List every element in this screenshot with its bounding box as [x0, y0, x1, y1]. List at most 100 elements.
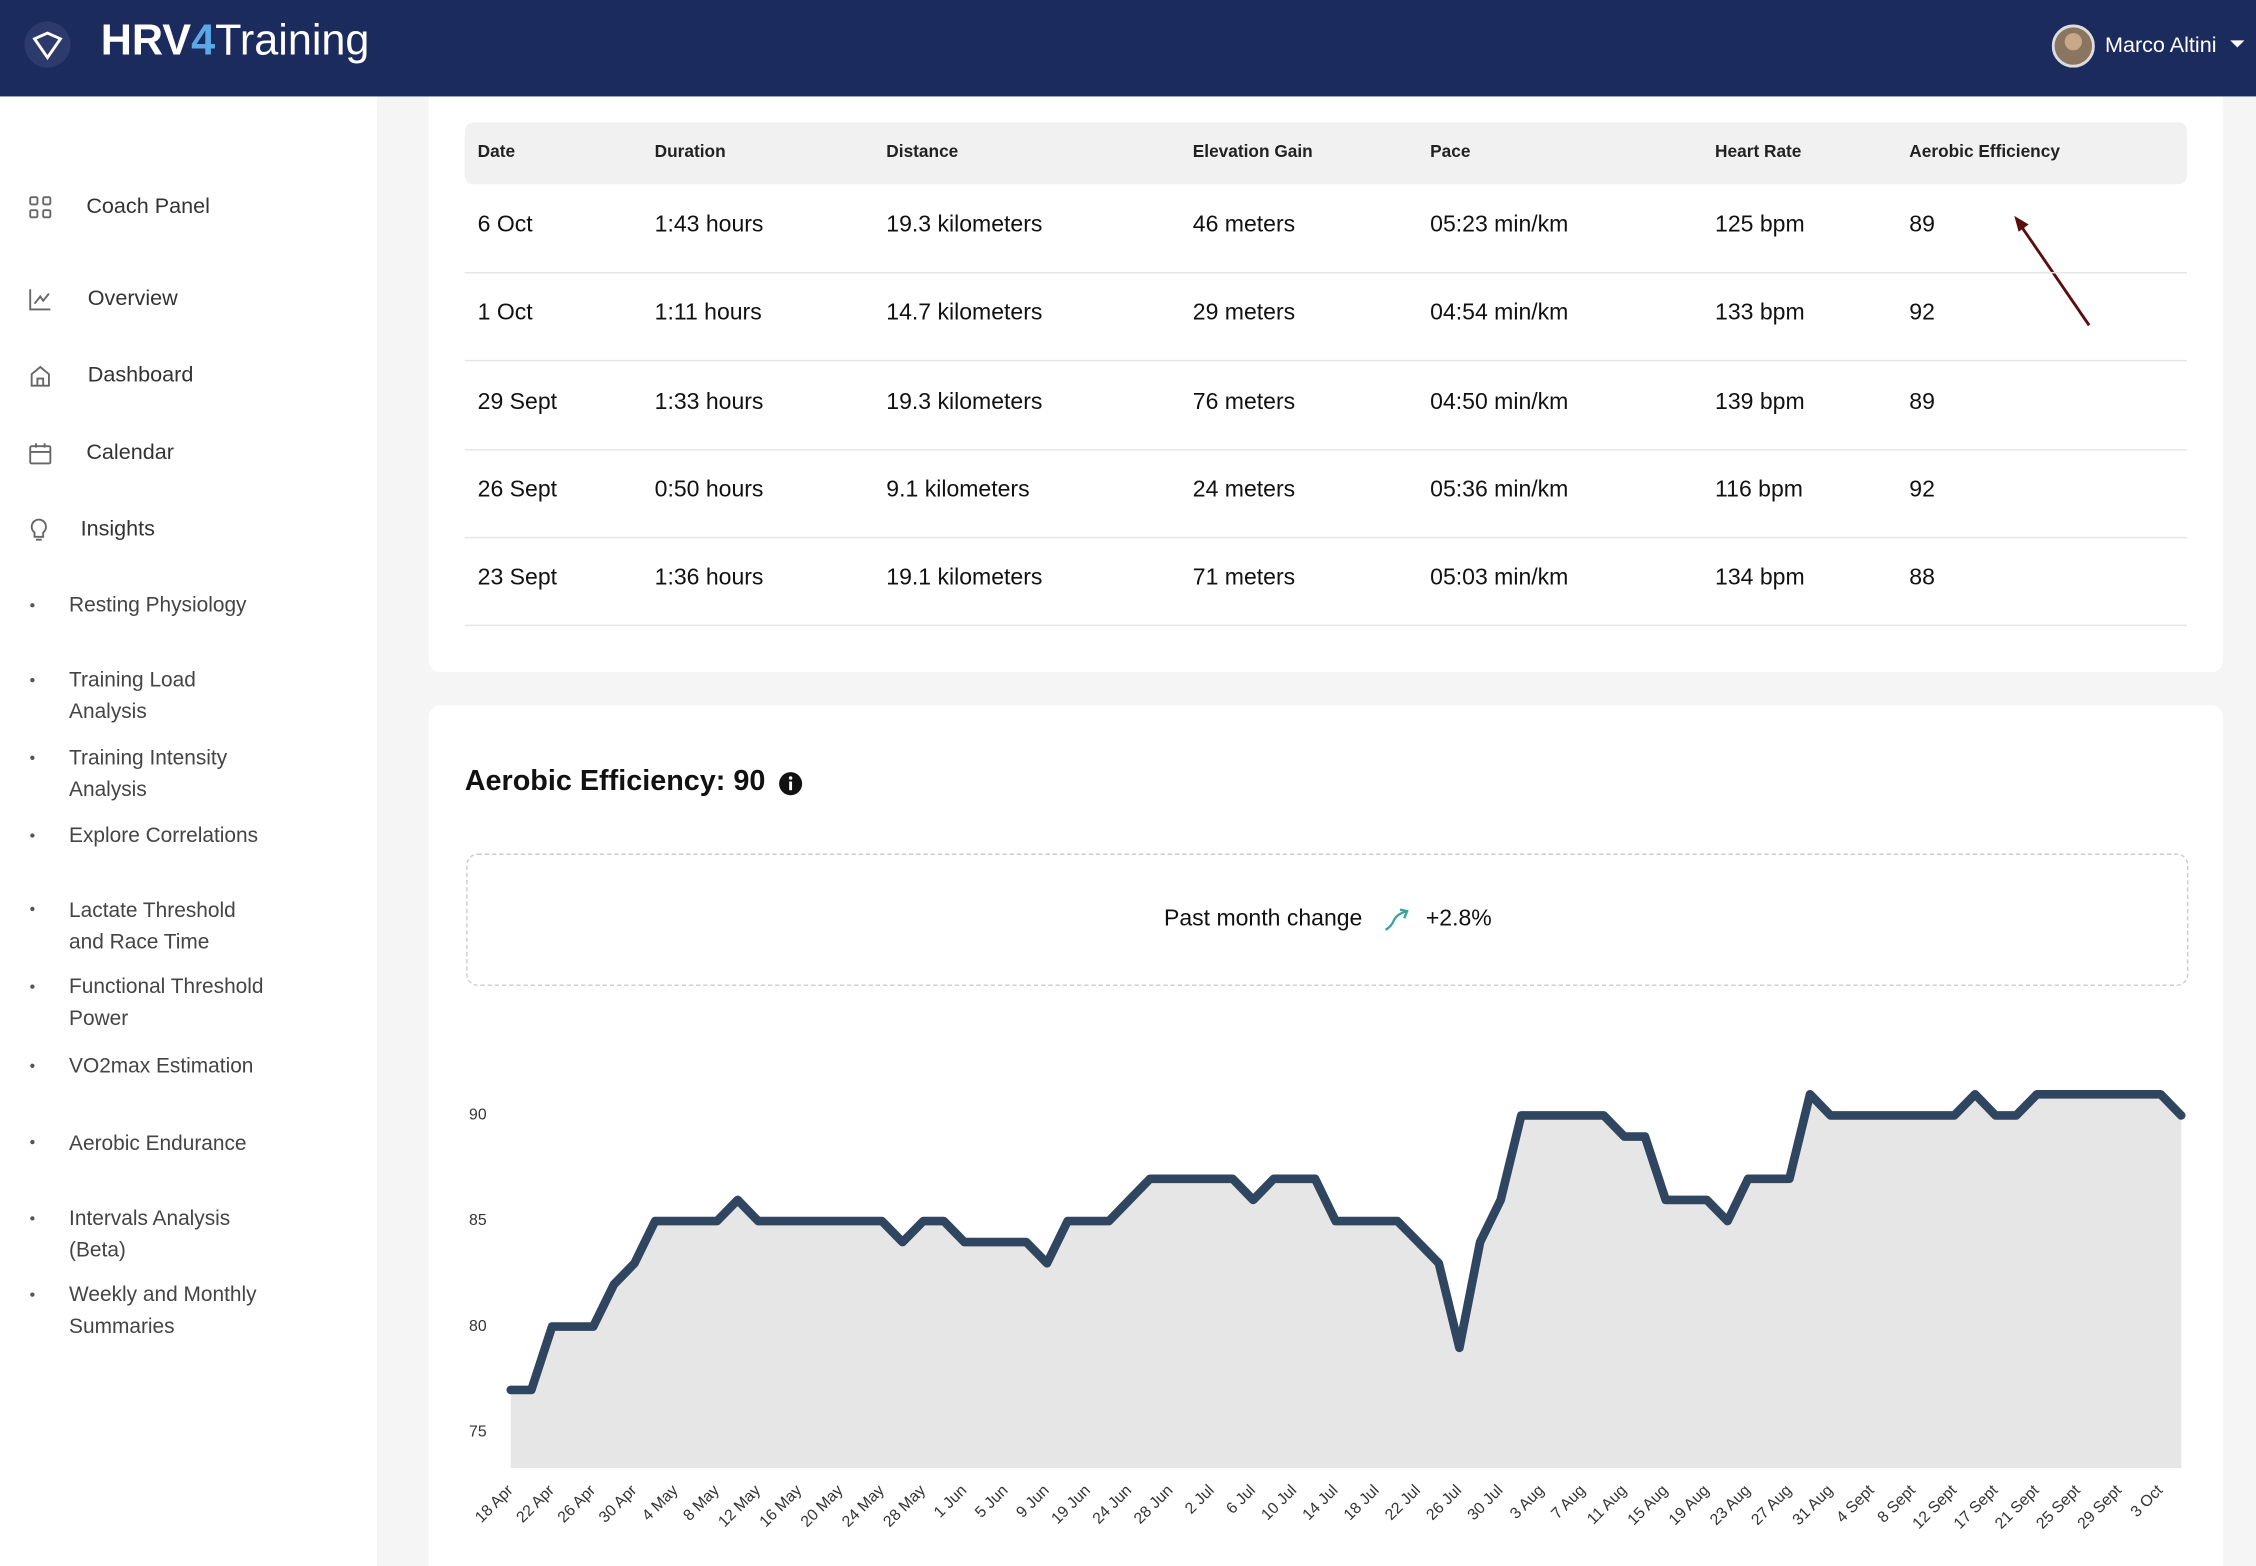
x-tick-label: 15 Aug: [1625, 1482, 1672, 1529]
table-cell: 1:33 hours: [654, 389, 764, 414]
y-tick-label: 85: [469, 1212, 487, 1229]
change-value: +2.8%: [1425, 906, 1492, 932]
icon: [30, 518, 47, 541]
x-tick-label: 27 Aug: [1748, 1482, 1795, 1529]
bullet: [30, 1216, 35, 1221]
table-cell: 9.1 kilometers: [886, 477, 1030, 503]
logo: [24, 21, 71, 68]
x-tick-label: 26 Jul: [1423, 1482, 1465, 1524]
column-header: Pace: [1430, 141, 1471, 162]
column-header: Elevation Gain: [1192, 141, 1313, 162]
table-cell: 24 meters: [1192, 477, 1296, 503]
x-tick-label: 12 May: [715, 1482, 764, 1531]
table-cell: 29 meters: [1192, 301, 1296, 326]
x-tick-label: 16 May: [757, 1482, 806, 1531]
x-tick-label: 11 Aug: [1584, 1482, 1630, 1528]
table-cell: 76 meters: [1192, 389, 1296, 414]
bullet: [30, 984, 35, 989]
nav-item[interactable]: Overview: [87, 286, 178, 311]
brand-part: Training: [215, 17, 370, 65]
y-tick-label: 80: [469, 1318, 487, 1335]
table-cell: 05:36 min/km: [1430, 477, 1569, 503]
row-separator: [464, 360, 2187, 362]
x-tick-label: 4 May: [639, 1482, 682, 1525]
nav-subitem[interactable]: Resting Physiology: [69, 594, 247, 618]
nav-subitem[interactable]: VO2max Estimation: [69, 1055, 254, 1079]
nav-subitem[interactable]: Training Intensity Analysis: [69, 746, 228, 802]
brand: HRV4Training: [101, 17, 370, 66]
x-tick-label: 14 Jul: [1300, 1482, 1342, 1524]
x-tick-label: 19 Jun: [1048, 1482, 1094, 1528]
table-cell: 139 bpm: [1715, 389, 1805, 414]
x-tick-label: 18 Apr: [472, 1482, 516, 1526]
avatar[interactable]: [2051, 24, 2095, 68]
icon: [29, 196, 52, 219]
x-tick-label: 30 Jul: [1465, 1482, 1507, 1524]
bullet: [30, 833, 35, 838]
x-tick-label: 26 Apr: [555, 1482, 599, 1526]
table-cell: 19.3 kilometers: [886, 213, 1043, 238]
x-tick-label: 1 Jun: [931, 1482, 970, 1521]
icon: [29, 289, 51, 311]
column-header: Heart Rate: [1715, 141, 1802, 162]
table-cell: 71 meters: [1192, 565, 1296, 591]
nav-subitem[interactable]: Explore Correlations: [69, 824, 259, 848]
nav-subitem[interactable]: Aerobic Endurance: [69, 1132, 247, 1156]
nav-subitem[interactable]: Training Load Analysis: [69, 669, 196, 724]
table-cell: 1:36 hours: [654, 565, 764, 591]
brand-part: HRV: [100, 17, 192, 65]
table-cell: 23 Sept: [477, 565, 558, 591]
brand-part: 4: [191, 17, 216, 65]
change-box: [466, 853, 2189, 986]
bullet: [30, 755, 35, 760]
table-header: [464, 122, 2187, 185]
nav-item[interactable]: Calendar: [86, 440, 174, 465]
nav-item[interactable]: Insights: [80, 516, 155, 542]
x-tick-label: 3 Oct: [2128, 1482, 2167, 1521]
table-cell: 1 Oct: [477, 301, 533, 326]
row-separator: [464, 272, 2187, 274]
table-cell: 116 bpm: [1715, 477, 1803, 503]
sidebar: Coach Panel Overview Dashboard Calendar …: [0, 96, 377, 1566]
chart-title: Aerobic Efficiency: 90: [464, 765, 766, 798]
x-tick-label: 22 Apr: [513, 1482, 557, 1526]
table-cell: 1:11 hours: [654, 301, 762, 326]
column-header: Date: [477, 141, 516, 162]
row-separator: [464, 448, 2187, 450]
x-tick-label: 5 Jun: [972, 1482, 1011, 1521]
table-cell: 125 bpm: [1715, 213, 1805, 238]
nav-item[interactable]: Dashboard: [87, 362, 194, 388]
table-cell: 89: [1909, 389, 1935, 414]
y-tick-label: 75: [469, 1423, 487, 1440]
table-cell: 1:43 hours: [654, 213, 764, 238]
area: [510, 1094, 2182, 1469]
x-tick-label: 23 Aug: [1707, 1482, 1754, 1529]
y-tick-label: 90: [469, 1107, 487, 1124]
nav-subitem[interactable]: Weekly and Monthly Summaries: [69, 1283, 257, 1339]
nav-subitem[interactable]: Functional Threshold Power: [69, 975, 264, 1031]
table-cell: 19.3 kilometers: [886, 389, 1043, 414]
bullet: [30, 603, 35, 608]
table-cell: 134 bpm: [1715, 565, 1805, 591]
caret: [2230, 40, 2245, 48]
table-cell: 92: [1909, 301, 1935, 326]
row-separator: [464, 624, 2187, 627]
nav-subitem[interactable]: Intervals Analysis (Beta): [69, 1207, 231, 1263]
table-cell: 0:50 hours: [654, 477, 764, 503]
row-separator: [464, 536, 2187, 539]
x-tick-label: 24 Jun: [1090, 1482, 1136, 1528]
x-tick-label: 29 Sept: [2075, 1482, 2126, 1533]
nav-subitem[interactable]: Lactate Threshold and Race Time: [69, 899, 236, 955]
x-tick-label: 12 Sept: [1910, 1482, 1961, 1533]
table-cell: 04:50 min/km: [1430, 389, 1569, 414]
user-name[interactable]: Marco Altini: [2104, 33, 2217, 58]
x-tick-label: 21 Sept: [1992, 1482, 2043, 1533]
x-tick-label: 6 Jul: [1223, 1482, 1259, 1518]
column-header: Distance: [886, 141, 959, 162]
info-icon[interactable]: [778, 771, 803, 796]
bullet: [30, 1292, 35, 1297]
table-cell: 19.1 kilometers: [886, 565, 1043, 591]
nav-item[interactable]: Coach Panel: [86, 194, 210, 219]
